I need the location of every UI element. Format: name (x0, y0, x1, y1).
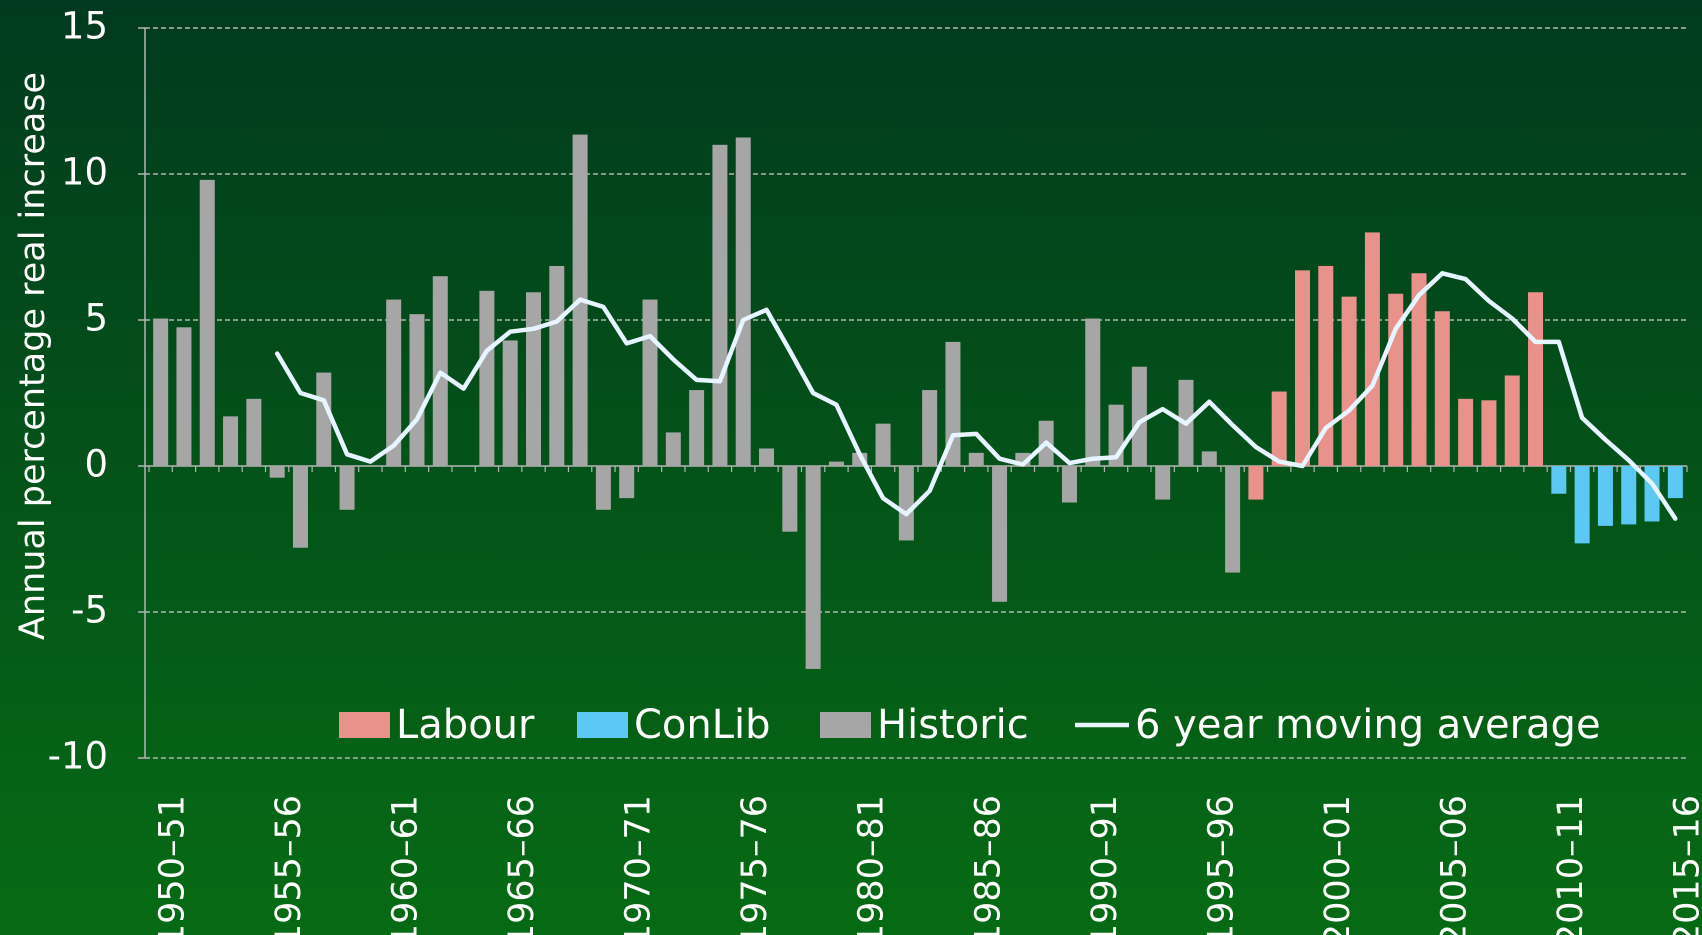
bar (922, 390, 938, 466)
bar (898, 466, 914, 541)
bar (1271, 391, 1287, 466)
bar (1225, 466, 1241, 573)
bar (246, 398, 262, 466)
x-tick-label: 1960–61 (386, 795, 426, 935)
legend-label: 6 year moving average (1135, 702, 1601, 748)
bar (269, 466, 285, 478)
bar (1597, 466, 1613, 526)
y-tick-label: 10 (61, 151, 108, 194)
bar (1458, 398, 1474, 466)
bar (735, 137, 751, 466)
bar (316, 372, 332, 466)
bar (875, 423, 891, 466)
legend-swatch (820, 712, 871, 738)
bar (292, 466, 308, 548)
bar (223, 416, 239, 466)
moving-average-line (274, 271, 1678, 521)
bar (549, 265, 565, 466)
bar (199, 179, 215, 466)
bar (1364, 232, 1380, 466)
x-tick-label: 1955–56 (269, 795, 309, 935)
bar (1481, 400, 1497, 466)
y-axis-title: Annual percentage real increase (13, 72, 53, 640)
bar (642, 299, 658, 466)
y-tick-label: 5 (84, 297, 108, 340)
bar (665, 432, 681, 466)
legend-label: ConLib (634, 702, 771, 748)
legend-label: Historic (877, 702, 1029, 748)
bar (386, 299, 402, 466)
x-tick-label: 1990–91 (1085, 795, 1125, 935)
bar (689, 390, 705, 466)
bar (153, 318, 169, 466)
y-tick-label: -10 (48, 735, 108, 778)
bar (1341, 296, 1357, 466)
legend-swatch (577, 712, 628, 738)
x-tick-label: 1980–81 (852, 795, 892, 935)
bar (1155, 466, 1171, 500)
x-tick-label: 1970–71 (619, 795, 659, 935)
bar (1574, 466, 1590, 544)
bar (1201, 451, 1217, 466)
bar (1085, 318, 1101, 466)
x-tick-label: 2000–01 (1318, 795, 1358, 935)
bar (828, 461, 844, 466)
x-tick-label: 1975–76 (735, 795, 775, 935)
bar (1667, 466, 1683, 499)
bar (1411, 273, 1427, 466)
bar (1434, 311, 1450, 466)
y-tick-label: 15 (61, 5, 108, 48)
bar (1504, 375, 1520, 466)
bar (409, 314, 425, 466)
bar (712, 144, 728, 467)
bar (1528, 292, 1544, 466)
bar (782, 466, 798, 532)
bar (339, 466, 355, 510)
bar (176, 327, 192, 466)
legend-swatch (339, 712, 390, 738)
legend-label: Labour (396, 702, 535, 748)
x-tick-label: 1995–96 (1201, 795, 1241, 935)
bar (1061, 466, 1077, 503)
x-tick-label: 2005–06 (1434, 795, 1474, 935)
bar (759, 448, 775, 466)
x-tick-label: 1965–66 (502, 795, 542, 935)
bar (968, 452, 984, 466)
x-tick-label: 1985–86 (968, 795, 1008, 935)
x-tick-label: 2010–11 (1551, 795, 1591, 935)
bar (502, 340, 518, 466)
bar (479, 290, 495, 466)
bar (595, 466, 611, 510)
bar (805, 466, 821, 669)
bar (992, 466, 1008, 602)
x-tick-label: 1950–51 (153, 795, 193, 935)
bar (526, 292, 541, 466)
bar (619, 466, 635, 499)
bar (1295, 270, 1310, 466)
x-tick-label: 2015–16 (1667, 795, 1702, 935)
bar (1318, 265, 1334, 466)
bar (1131, 366, 1147, 466)
y-tick-label: 0 (84, 443, 108, 486)
y-tick-label: -5 (71, 589, 108, 632)
bar (1248, 466, 1264, 500)
bar (1551, 466, 1567, 494)
bar (1621, 466, 1637, 525)
